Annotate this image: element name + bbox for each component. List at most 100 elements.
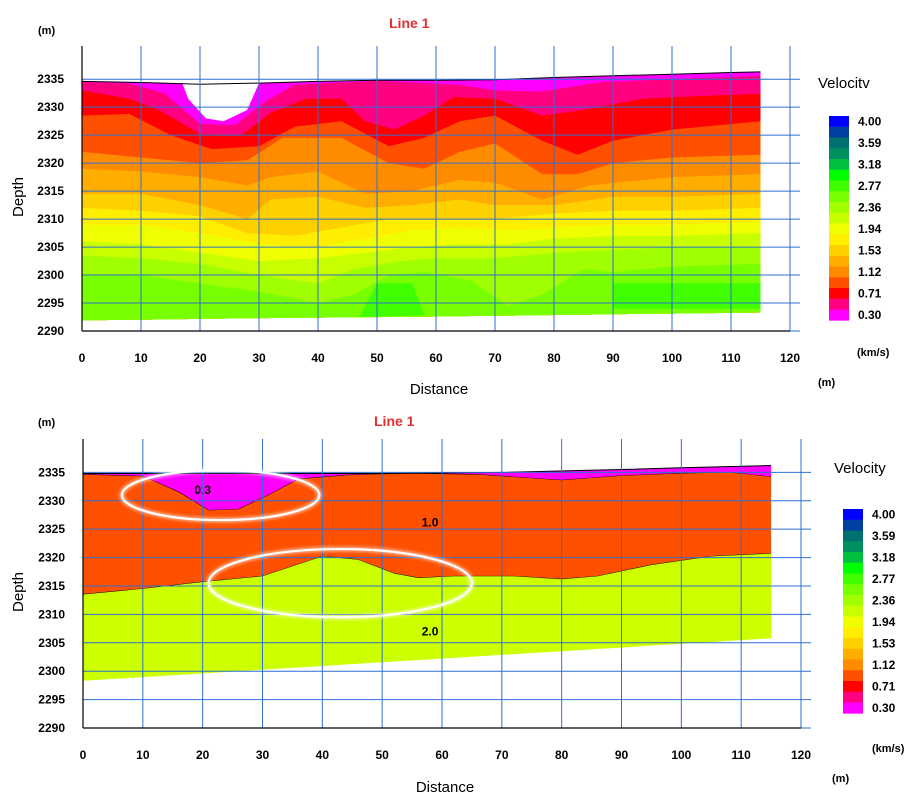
legend-swatch [843,584,863,596]
y-axis-label-2: Depth [10,572,27,612]
x-tick-label: 60 [429,351,443,365]
highlight-ellipse-1 [207,547,474,619]
legend-tick-label: 1.12 [858,265,882,279]
color-legend-1: 4.00 3.59 3.18 2.77 2.36 1.94 1.53 1.12 0.71 0.30 [829,114,882,322]
legend-swatch [843,638,863,650]
legend-swatch [843,509,863,521]
legend-swatch [843,605,863,617]
legend-tick-label: 4.00 [858,114,882,128]
legend-swatch [829,255,849,267]
legend-swatch [829,126,849,138]
chart-panel-2: (m) Line 1 0.31.02.0 0 10 20 30 40 50 60 70 80 90… [10,413,905,796]
y-tick-label: 2330 [37,100,64,114]
x-axis-label-2: Distance [416,779,474,796]
y-tick-label: 2305 [37,240,64,254]
x-tick-label: 40 [311,351,325,365]
legend-swatch [829,202,849,214]
legend-swatch [829,148,849,160]
legend-swatch [843,552,863,564]
y-tick-label: 2310 [37,212,64,226]
legend-tick-label: 0.71 [858,286,882,300]
y-tick-label: 2320 [37,156,64,170]
legend-swatch [829,116,849,128]
legend-tick-label: 1.12 [872,658,896,672]
layer-0.3 [83,465,772,511]
x-tick-label: 100 [662,351,682,365]
legend-tick-label: 3.18 [858,157,882,171]
x-tick-label: 90 [606,351,620,365]
legend-swatch [829,191,849,203]
y-tick-label: 2290 [38,721,65,735]
legend-swatch [829,234,849,246]
layer-1.0 [83,472,772,595]
y-tick-label: 2330 [38,494,65,508]
y-tick-label: 2290 [37,324,64,338]
legend-tick-label: 4.00 [872,507,896,521]
x-tick-label: 50 [375,748,389,762]
velocity-layers-2: 0.31.02.0 [82,465,772,681]
x-tick-label: 80 [547,351,561,365]
x-tick-label: 10 [136,748,150,762]
y-axis-label-1: Depth [10,177,27,217]
velocity-bands-1 [81,71,761,321]
layer-label-1: 1.0 [422,515,439,529]
y-tick-label: 2325 [38,522,65,536]
x-tick-label: 50 [370,351,384,365]
legend-swatch [829,212,849,224]
x-tick-label: 0 [80,748,87,762]
x-tick-label: 20 [193,351,207,365]
legend-tick-label: 3.59 [872,529,896,543]
legend-unit-1: (km/s) [857,347,890,359]
x-tick-label: 90 [615,748,629,762]
x-tick-label: 40 [316,748,330,762]
x-tick-label: 80 [555,748,569,762]
x-tick-label: 30 [252,351,266,365]
chart-title-2: Line 1 [374,413,415,429]
legend-swatch [843,541,863,553]
legend-tick-label: 3.18 [872,550,896,564]
legend-tick-label: 0.30 [858,308,882,322]
x-tick-label: 10 [134,351,148,365]
legend-swatch [843,659,863,671]
x-tick-label: 100 [671,748,691,762]
legend-tick-label: 3.59 [858,136,882,150]
x-axis-label-1: Distance [410,381,468,398]
legend-tick-label: 0.30 [872,701,896,715]
legend-tick-label: 1.94 [858,222,882,236]
legend-swatch [829,245,849,257]
axes-1: 0 10 20 30 40 50 60 70 80 90 100 110 120 2335 2330 2325… [37,46,800,365]
legend-swatch [829,169,849,181]
legend-swatch [843,573,863,585]
velocity-band-13 [359,283,425,317]
y-tick-label: 2335 [38,465,65,479]
legend-swatch [843,648,863,660]
color-legend-2: 4.00 3.59 3.18 2.77 2.36 1.94 1.53 1.12 0.71 0.30 [843,507,896,715]
legend-swatch [829,288,849,300]
legend-tick-label: 1.94 [872,615,896,629]
y-tick-label: 2315 [37,184,64,198]
legend-tick-label: 1.53 [872,636,896,650]
legend-swatch [843,519,863,531]
legend-tick-label: 1.53 [858,243,882,257]
y-tick-label: 2295 [37,296,64,310]
legend-tick-label: 2.77 [872,572,896,586]
x-tick-label: 20 [196,748,210,762]
legend-swatch [843,627,863,639]
legend-tick-label: 2.77 [858,179,882,193]
legend-title-2: Velocity [834,460,886,477]
y-unit-label-1: (m) [38,25,55,37]
y-unit-label-2: (m) [38,417,55,429]
y-tick-label: 2320 [38,551,65,565]
legend-swatch [843,691,863,703]
legend-swatch [829,223,849,235]
grid-lines-2 [82,439,811,729]
highlight-ellipse-0 [120,468,321,522]
legend-swatch [843,702,863,714]
x-unit-label-1: (m) [818,377,835,389]
chart-title-1: Line 1 [389,15,430,31]
x-tick-label: 60 [435,748,449,762]
legend-title-1: Velocitv [818,75,870,92]
legend-tick-label: 2.36 [858,200,882,214]
y-tick-label: 2310 [38,607,65,621]
